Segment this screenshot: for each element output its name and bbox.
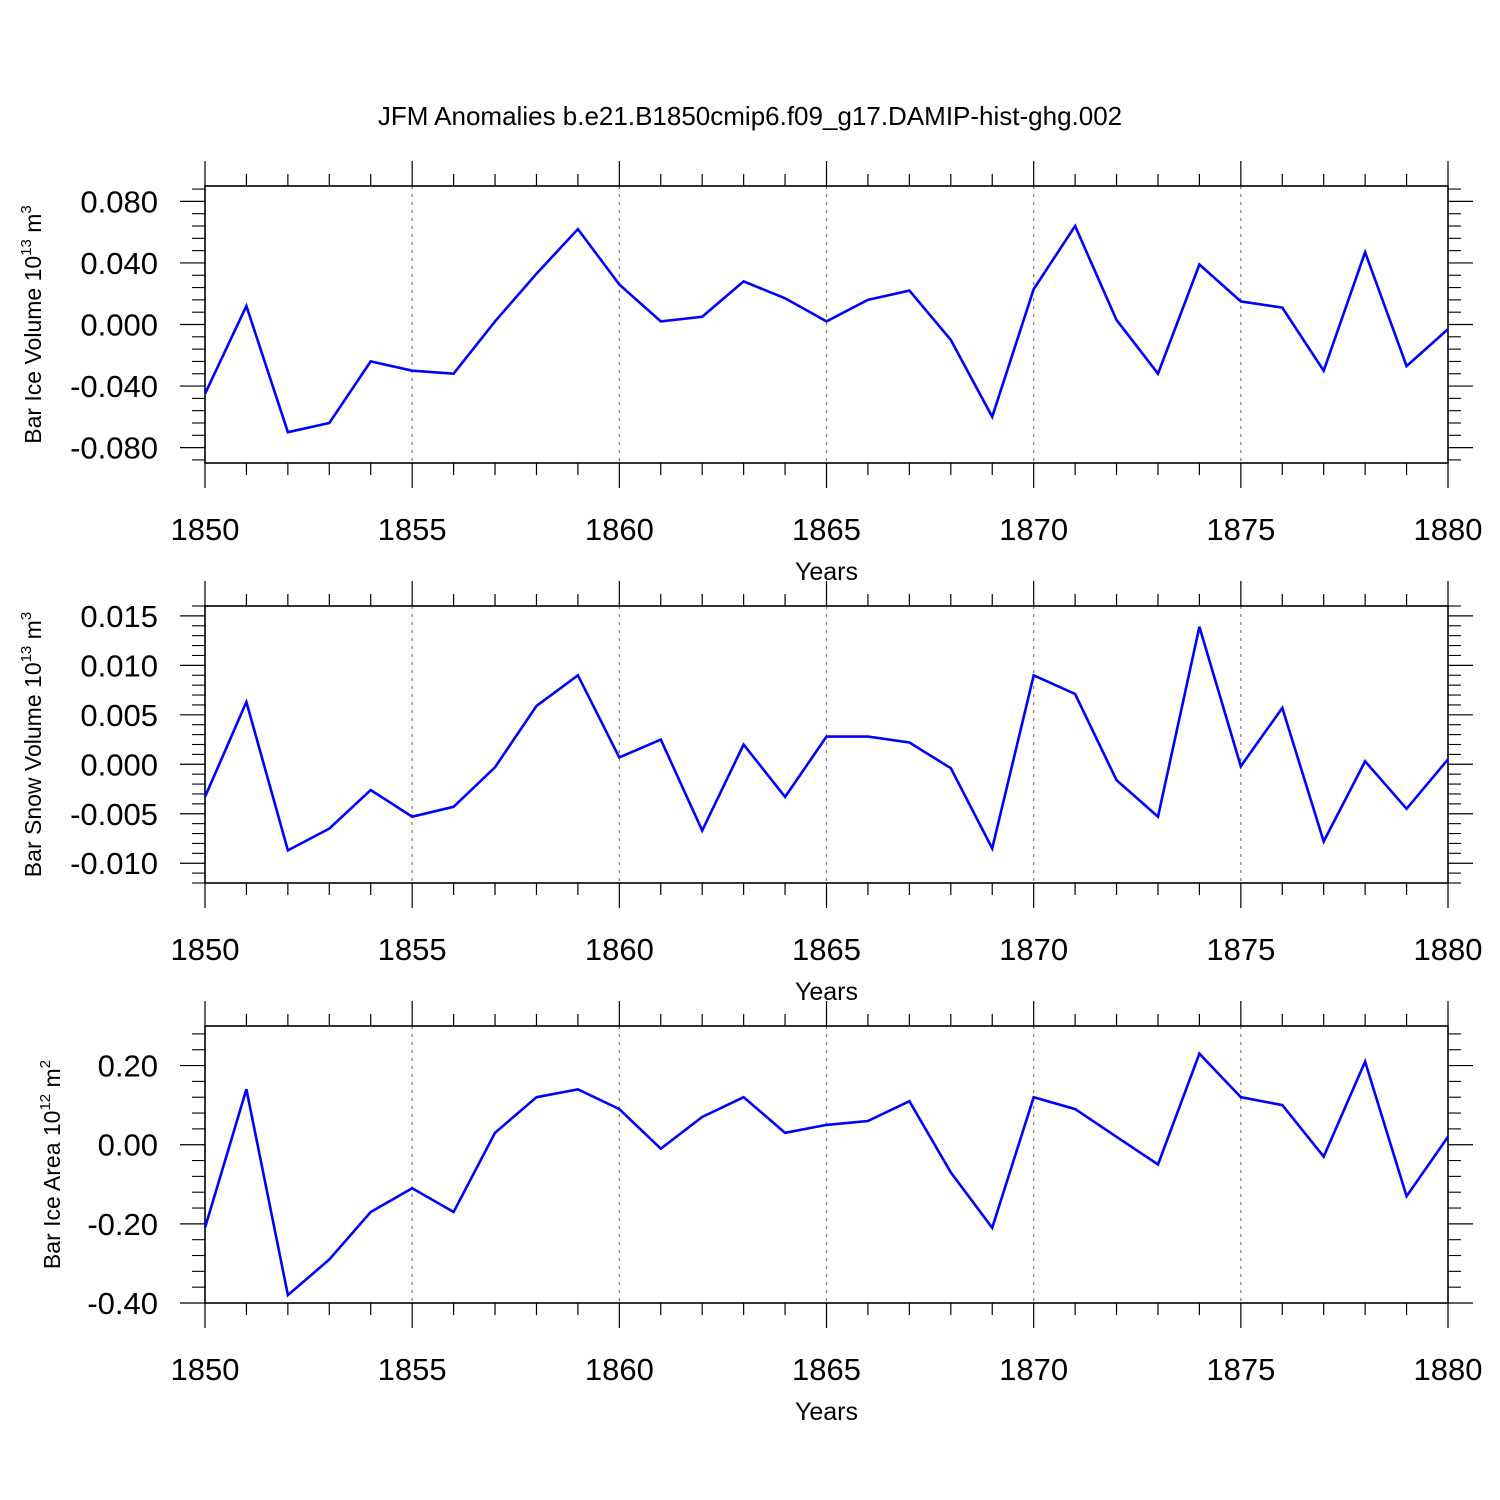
x-tick-label: 1860: [585, 932, 654, 967]
y-tick-label: 0.00: [98, 1128, 158, 1163]
y-tick-label: -0.005: [70, 797, 158, 832]
y-axis-title-exponent: 12: [37, 1094, 54, 1111]
y-tick-label: -0.40: [87, 1286, 158, 1321]
x-tick-label: 1855: [378, 512, 447, 547]
x-tick-label: 1870: [999, 512, 1068, 547]
y-axis-title-unit-exponent: 3: [18, 612, 35, 620]
series-line-ice-volume: [203, 223, 1449, 434]
x-tick-label: 1875: [1206, 512, 1275, 547]
y-axis-title-main: Bar Snow Volume 10: [20, 662, 46, 877]
y-tick-label: 0.010: [80, 648, 158, 683]
x-tick-label: 1865: [792, 932, 861, 967]
y-axis-title-main: Bar Ice Area 10: [39, 1111, 65, 1270]
y-tick-label: 0.005: [80, 698, 158, 733]
y-axis-title-unit-exponent: 2: [37, 1060, 54, 1068]
x-tick-label: 1850: [171, 512, 240, 547]
y-tick-label: -0.010: [70, 846, 158, 881]
figure-title: JFM Anomalies b.e21.B1850cmip6.f09_g17.D…: [378, 101, 1122, 131]
y-axis-title-unit-exponent: 3: [18, 205, 35, 213]
x-tick-label: 1875: [1206, 1352, 1275, 1387]
x-tick-label: 1850: [171, 932, 240, 967]
series-line-snow-volume: [203, 626, 1449, 853]
y-tick-label: 0.20: [98, 1049, 158, 1084]
y-axis-title-unit: m: [39, 1068, 65, 1094]
x-tick-label: 1870: [999, 1352, 1068, 1387]
x-tick-label: 1855: [378, 1352, 447, 1387]
y-axis-title: Bar Ice Volume 1013 m3: [18, 205, 46, 444]
x-tick-label: 1865: [792, 512, 861, 547]
y-tick-label: -0.080: [70, 431, 158, 466]
y-axis-title-exponent: 13: [18, 646, 35, 663]
x-tick-label: 1850: [171, 1352, 240, 1387]
y-tick-label: 0.000: [80, 308, 158, 343]
y-axis-title-main: Bar Ice Volume 10: [20, 256, 46, 444]
x-tick-label: 1865: [792, 1352, 861, 1387]
chart-panel-ice-area: 1850 1855 1860 1865 1870 1875 1880 -0.40 -0.20 0.…: [37, 1001, 1482, 1426]
y-tick-label: 0.000: [80, 747, 158, 782]
x-tick-label: 1870: [999, 932, 1068, 967]
x-tick-label: 1875: [1206, 932, 1275, 967]
y-tick-label: -0.20: [87, 1207, 158, 1242]
y-tick-label: 0.015: [80, 599, 158, 634]
x-tick-label: 1880: [1414, 1352, 1483, 1387]
x-tick-label: 1855: [378, 932, 447, 967]
y-axis-title: Bar Snow Volume 1013 m3: [18, 612, 46, 877]
y-tick-label: -0.040: [70, 369, 158, 404]
x-tick-label: 1860: [585, 512, 654, 547]
series-line-ice-area: [203, 1051, 1450, 1298]
x-axis-title: Years: [795, 1398, 858, 1426]
chart-panel-ice-volume: 1850 1855 1860 1865 1870 1875 1880 -0.080 -0.040…: [18, 161, 1482, 586]
x-tick-label: 1880: [1414, 932, 1483, 967]
y-axis-title-unit: m: [20, 214, 46, 240]
chart-panel-snow-volume: 1850 1855 1860 1865 1870 1875 1880 -0.010 -0.005…: [18, 581, 1482, 1006]
y-axis-title-unit: m: [20, 620, 46, 646]
y-axis-title: Bar Ice Area 1012 m2: [37, 1060, 65, 1269]
y-tick-label: 0.080: [80, 184, 158, 219]
y-tick-label: 0.040: [80, 246, 158, 281]
x-tick-label: 1880: [1414, 512, 1483, 547]
x-tick-label: 1860: [585, 1352, 654, 1387]
y-axis-title-exponent: 13: [18, 239, 35, 256]
